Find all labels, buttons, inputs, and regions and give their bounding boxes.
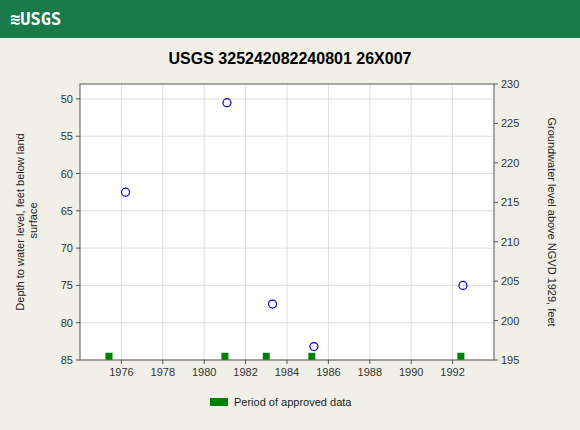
plot-area	[80, 84, 494, 360]
tick-x	[369, 360, 370, 364]
point-square	[221, 353, 228, 360]
tick-y2	[494, 202, 498, 203]
tick-label-y2: 225	[501, 117, 519, 129]
tick-y	[76, 360, 80, 361]
tick-y2	[494, 281, 498, 282]
tick-label-y: 65	[61, 205, 73, 217]
tick-x	[452, 360, 453, 364]
grid-line-y	[80, 210, 494, 211]
tick-label-y: 55	[61, 130, 73, 142]
series	[122, 99, 467, 351]
tick-x	[121, 360, 122, 364]
tick-y2	[494, 123, 498, 124]
tick-y2	[494, 162, 498, 163]
point-square	[105, 353, 112, 360]
axis-label-line: Depth to water level, feet below land	[14, 133, 26, 310]
grid-line-y	[80, 173, 494, 174]
tick-label-y2: 215	[501, 196, 519, 208]
point-circle	[269, 300, 277, 308]
tick-label-y: 50	[61, 93, 73, 105]
grid-line-x	[245, 84, 246, 360]
tick-y	[76, 322, 80, 323]
legend-swatch	[210, 398, 228, 406]
tick-y	[76, 248, 80, 249]
tick-label-y2: 210	[501, 236, 519, 248]
tick-y	[76, 210, 80, 211]
tick-x	[328, 360, 329, 364]
legend-label: Period of approved data	[234, 396, 352, 408]
series	[105, 353, 464, 360]
point-square	[308, 353, 315, 360]
tick-x	[411, 360, 412, 364]
header-bar	[0, 0, 580, 38]
tick-label-x: 1982	[233, 366, 257, 378]
tick-label-x: 1976	[109, 366, 133, 378]
tick-label-x: 1978	[151, 366, 175, 378]
tick-y	[76, 285, 80, 286]
chart: ≋USGS USGS 325242082240801 26X007 1976 1978…	[0, 0, 580, 430]
grid-line-x	[452, 84, 453, 360]
point-circle	[310, 343, 318, 351]
tick-label-y2: 205	[501, 275, 519, 287]
grid	[80, 84, 494, 360]
tick-y2	[494, 320, 498, 321]
tick-y	[76, 173, 80, 174]
plot-frame	[80, 84, 494, 360]
tick-label-y: 75	[61, 279, 73, 291]
tick-label-x: 1980	[192, 366, 216, 378]
grid-line-x	[287, 84, 288, 360]
axis-label-line: surface	[27, 202, 39, 241]
tick-x	[287, 360, 288, 364]
axis-label-y: Depth to water level, feet below land su…	[14, 133, 39, 310]
grid-line-y	[80, 322, 494, 323]
tick-y2	[494, 84, 498, 85]
tick-x	[162, 360, 163, 364]
tick-label-y: 85	[61, 354, 73, 366]
point-circle	[459, 281, 467, 289]
tick-label-y2: 220	[501, 157, 519, 169]
tick-label-y: 80	[61, 317, 73, 329]
grid-line-x	[162, 84, 163, 360]
grid-line-x	[369, 84, 370, 360]
grid-line-y	[80, 285, 494, 286]
axis-label-y2: Groundwater level above NGVD 1929, feet	[546, 117, 558, 326]
tick-label-y: 70	[61, 242, 73, 254]
grid-line-y	[80, 98, 494, 99]
tick-label-y2: 200	[501, 315, 519, 327]
grid-line-y	[80, 136, 494, 137]
axes: 1976 1978 1980 1982 1984 1986 1988 1990 1992 50 55…	[61, 78, 520, 378]
tick-y2	[494, 360, 498, 361]
header-logo: ≋USGS	[10, 9, 61, 29]
tick-label-x: 1988	[358, 366, 382, 378]
point-circle	[122, 188, 130, 196]
tick-y	[76, 136, 80, 137]
grid-line-y	[80, 248, 494, 249]
tick-x	[204, 360, 205, 364]
tick-label-y: 60	[61, 168, 73, 180]
point-circle	[223, 99, 231, 107]
tick-label-y2: 230	[501, 78, 519, 90]
tick-label-x: 1992	[440, 366, 464, 378]
background	[0, 0, 580, 430]
title: USGS 325242082240801 26X007	[169, 50, 412, 67]
legend: Period of approved data	[210, 396, 352, 408]
grid-line-x	[328, 84, 329, 360]
point-square	[263, 353, 270, 360]
tick-label-x: 1990	[399, 366, 423, 378]
tick-label-x: 1986	[316, 366, 340, 378]
grid-line-x	[204, 84, 205, 360]
grid-line-x	[121, 84, 122, 360]
tick-label-x: 1984	[275, 366, 299, 378]
grid-line-x	[411, 84, 412, 360]
tick-y	[76, 98, 80, 99]
data	[105, 99, 466, 360]
tick-label-y2: 195	[501, 354, 519, 366]
tick-x	[245, 360, 246, 364]
tick-y2	[494, 241, 498, 242]
point-square	[457, 353, 464, 360]
